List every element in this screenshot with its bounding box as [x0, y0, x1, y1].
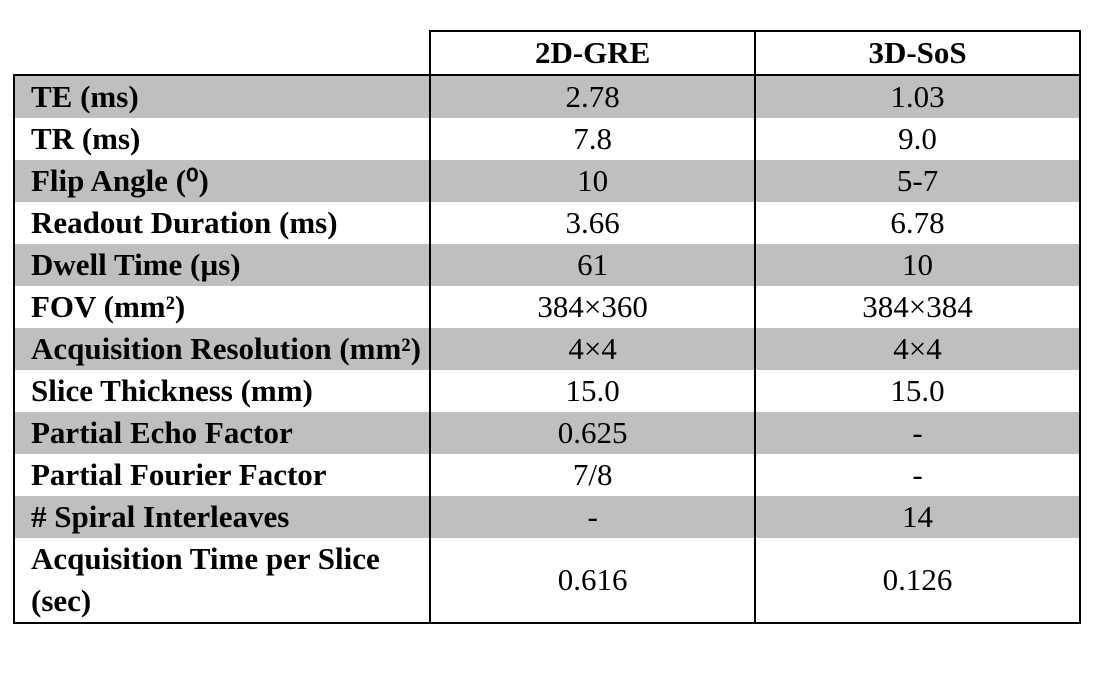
row-label: # Spiral Interleaves: [12, 496, 432, 538]
cell-value: 384×360: [430, 286, 757, 328]
cell-value: 5-7: [755, 160, 1081, 202]
cell-value: 15.0: [430, 370, 757, 412]
column-header: 3D-SoS: [754, 30, 1081, 76]
cell-value: -: [430, 496, 757, 538]
table-row: Slice Thickness (mm) 15.0 15.0: [12, 370, 1081, 412]
cell-value: 7.8: [430, 118, 757, 160]
cell-value: 61: [430, 244, 757, 286]
table-row: TE (ms) 2.78 1.03: [12, 75, 1081, 118]
table-row: Partial Echo Factor 0.625-: [12, 412, 1081, 454]
row-label: FOV (mm²): [12, 286, 432, 328]
cell-value: 2.78: [430, 75, 757, 118]
row-label: TR (ms): [12, 118, 432, 160]
cell-value: 1.03: [755, 75, 1081, 118]
cell-value: 10: [430, 160, 757, 202]
cell-value: -: [755, 454, 1081, 496]
cell-value: 0.616: [430, 538, 757, 624]
cell-value: 9.0: [755, 118, 1081, 160]
table-row: Dwell Time (µs) 61 10: [12, 244, 1081, 286]
cell-value: 15.0: [755, 370, 1081, 412]
row-label: Partial Echo Factor: [12, 412, 432, 454]
header-row: 2D-GRE 3D-SoS: [14, 30, 1081, 76]
table-row: # Spiral Interleaves -14: [12, 496, 1081, 538]
table-row: Flip Angle (⁰) 10 5-7: [12, 160, 1081, 202]
row-label: Dwell Time (µs): [12, 244, 432, 286]
column-header: 2D-GRE: [429, 30, 757, 76]
table-row: TR (ms) 7.8 9.0: [12, 118, 1081, 160]
cell-value: 7/8: [430, 454, 757, 496]
table-row: Acquisition Resolution (mm²) 4×4 4×4: [12, 328, 1081, 370]
cell-value: 384×384: [755, 286, 1081, 328]
row-label: Acquisition Resolution (mm²): [12, 328, 432, 370]
table-body: TE (ms) 2.78 1.03 TR (ms) 7.8 9.0 Flip Angle (…: [12, 75, 1081, 624]
cell-value: 6.78: [755, 202, 1081, 244]
table-row: Readout Duration (ms) 3.66 6.78: [12, 202, 1081, 244]
row-label: Slice Thickness (mm): [12, 370, 432, 412]
parameter-table: 2D-GRE 3D-SoS TE (ms) 2.78 1.03 TR (ms) 7.8 9.…: [12, 30, 1081, 624]
table-row: Partial Fourier Factor 7/8-: [12, 454, 1081, 496]
cell-value: 0.625: [430, 412, 757, 454]
table-row: FOV (mm²) 384×360 384×384: [12, 286, 1081, 328]
row-label: Readout Duration (ms): [12, 202, 432, 244]
row-label: Partial Fourier Factor: [12, 454, 432, 496]
row-label: Acquisition Time per Slice (sec): [12, 538, 432, 624]
cell-value: 4×4: [430, 328, 757, 370]
cell-value: -: [755, 412, 1081, 454]
table-head: 2D-GRE 3D-SoS: [14, 30, 1081, 76]
row-label: Flip Angle (⁰): [12, 160, 432, 202]
cell-value: 3.66: [430, 202, 757, 244]
row-label: TE (ms): [12, 75, 432, 118]
cell-value: 10: [755, 244, 1081, 286]
cell-value: 0.126: [755, 538, 1081, 624]
cell-value: 14: [755, 496, 1081, 538]
table-row: Acquisition Time per Slice (sec) 0.616 0.1…: [12, 538, 1081, 624]
cell-value: 4×4: [755, 328, 1081, 370]
corner-cell: [14, 31, 432, 76]
